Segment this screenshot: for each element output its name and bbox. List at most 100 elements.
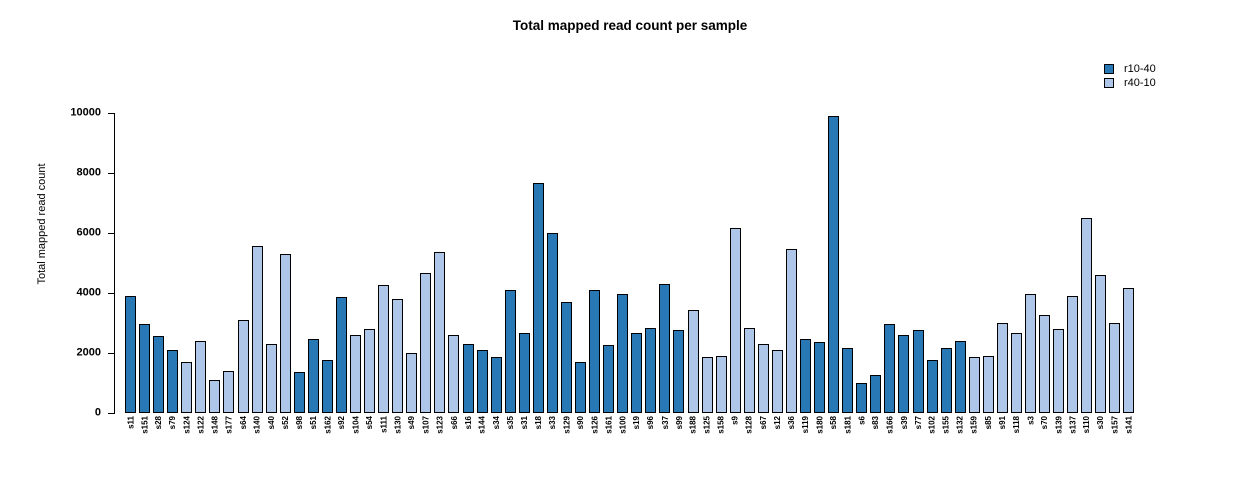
x-axis-tick-label: s132 [955,416,965,434]
bar-s159 [968,357,980,413]
bar-s40 [265,344,277,413]
x-axis-tick-label: s36 [786,416,796,430]
y-axis-line [114,113,115,414]
bar-s39 [898,335,910,413]
bar-column-s122: s122 [195,113,207,434]
bar-column-s111: s111 [378,113,390,433]
bar-s129 [560,302,572,413]
bar-s35 [504,290,516,413]
bar-s125 [701,357,713,413]
bar-s49 [406,353,418,413]
x-axis-tick-label: s79 [168,416,178,430]
bar-s85 [982,356,994,413]
bar-s144 [476,350,488,413]
bar-s66 [448,335,460,413]
bar-column-s125: s125 [701,113,713,434]
bar-column-s30: s30 [1095,113,1107,429]
plot-area: s11 s151 s28 s79 s124 s122 s148 s177 s64 s140 s40 s… [125,113,1135,434]
bar-column-s130: s130 [392,113,404,434]
y-axis-tick [108,173,115,174]
bar-s83 [870,375,882,413]
bar-column-s107: s107 [420,113,432,434]
bar-column-s188: s188 [687,113,699,434]
bar-column-s144: s144 [476,113,488,434]
bar-column-s177: s177 [223,113,235,434]
bar-s67 [757,344,769,413]
bar-column-s96: s96 [645,113,657,429]
bar-column-s70: s70 [1039,113,1051,429]
bar-column-s39: s39 [898,113,910,429]
bar-s18 [532,183,544,413]
bar-s110 [1081,218,1093,413]
y-axis-tick [108,293,115,294]
x-axis-tick-label: s129 [561,416,571,434]
legend-swatch-icon [1104,78,1114,88]
x-axis-tick-label: s33 [547,416,557,430]
x-axis-tick-label: s123 [435,416,445,434]
bar-column-s119: s119 [800,113,811,433]
bar-column-s151: s151 [139,113,151,434]
x-axis-tick-label: s148 [210,416,220,434]
bar-s177 [223,371,235,413]
legend-label: r10-40 [1124,63,1156,75]
x-axis-tick-label: s51 [308,416,318,430]
x-axis-tick-label: s140 [252,416,262,434]
bar-s128 [743,328,755,413]
x-axis-tick-label: s107 [421,416,431,434]
bar-column-s91: s91 [996,113,1008,429]
bar-s166 [884,324,896,413]
x-axis-tick-label: s110 [1082,416,1092,434]
bar-column-s140: s140 [251,113,263,434]
bar-s161 [603,345,615,413]
bar-s158 [715,356,727,413]
bar-column-s128: s128 [743,113,755,434]
bar-column-s161: s161 [603,113,615,434]
bar-column-s100: s100 [617,113,629,434]
bar-s162 [321,360,333,413]
x-axis-tick-label: s9 [730,416,740,425]
y-axis-tick-label: 8000 [76,166,101,179]
bar-column-s9: s9 [729,113,741,425]
y-axis-tick [108,233,115,234]
bar-s58 [828,116,840,413]
y-axis-tick-label: 4000 [76,286,101,299]
bar-column-s58: s58 [828,113,840,429]
bar-column-s6: s6 [856,113,868,425]
bar-s107 [420,273,432,413]
bar-s92 [335,297,347,413]
bar-s180 [814,342,826,413]
x-axis-tick-label: s54 [365,416,375,430]
bar-column-s137: s137 [1067,113,1079,434]
bar-column-s180: s180 [814,113,826,434]
x-axis-tick-label: s3 [1026,416,1035,425]
bar-column-s51: s51 [307,113,319,429]
bar-s102 [926,360,938,413]
x-axis-tick-label: s111 [379,416,389,433]
x-axis-tick-label: s11 [126,416,135,429]
x-axis-tick-label: s92 [336,416,346,430]
x-axis-tick-label: s85 [983,416,993,430]
x-axis-tick-label: s137 [1068,416,1078,434]
bar-s126 [589,290,601,413]
x-axis-tick-label: s49 [407,416,417,430]
x-axis-tick-label: s31 [519,416,529,430]
x-axis-tick-label: s130 [393,416,403,434]
bar-column-s181: s181 [842,113,854,434]
bar-s124 [181,362,193,413]
x-axis-tick-label: s18 [533,416,543,430]
bar-column-s102: s102 [926,113,938,434]
bar-s30 [1095,275,1107,413]
x-axis-tick-label: s6 [857,416,867,425]
bar-s188 [687,310,699,413]
bar-column-s158: s158 [715,113,727,434]
x-axis-tick-label: s77 [913,416,923,430]
bar-column-s90: s90 [575,113,586,429]
x-axis-tick-label: s124 [182,416,192,434]
bar-column-s49: s49 [406,113,418,429]
bar-s155 [940,348,952,413]
bar-column-s28: s28 [153,113,165,429]
bar-column-s66: s66 [448,113,460,429]
bar-s98 [293,372,305,413]
bar-s6 [856,383,868,413]
x-axis-tick-label: s90 [576,416,585,430]
